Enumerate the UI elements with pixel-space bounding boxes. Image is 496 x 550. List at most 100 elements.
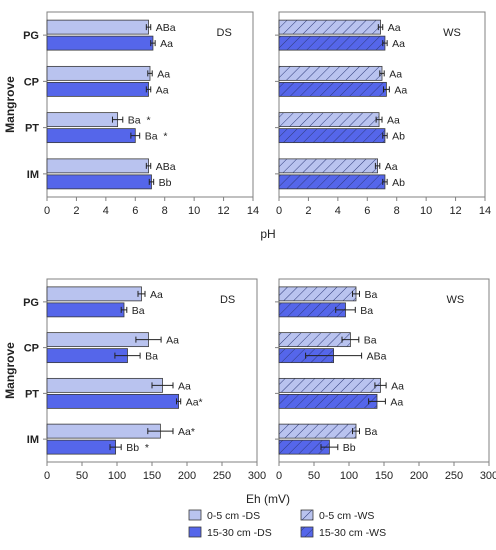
bar-pg-shallow [46, 19, 149, 35]
legend-label: 0-5 cm -WS [319, 510, 374, 522]
significance-label: Ba [360, 305, 373, 317]
category-label: PT [25, 123, 39, 135]
bar-cp-shallow [46, 65, 151, 81]
significance-label: Aa [391, 380, 404, 392]
bar-pg-deep [46, 302, 125, 318]
x-tick-label: 14 [479, 205, 491, 217]
significance-label: Aa [389, 68, 402, 80]
x-tick-label: 300 [480, 470, 496, 482]
category-label: PT [25, 388, 39, 400]
bar-pt-shallow [278, 112, 380, 128]
x-tick-label: 12 [449, 205, 461, 217]
legend-swatch [188, 509, 202, 521]
significance-label: Ba [365, 289, 378, 301]
significance-label: Aa [157, 68, 170, 80]
significance-label: Ab [392, 131, 405, 143]
x-tick-label: 6 [132, 205, 138, 217]
x-tick-label: 10 [188, 205, 200, 217]
x-tick-label: 0 [44, 205, 50, 217]
x-tick-label: 100 [108, 470, 126, 482]
x-tick-label: 4 [335, 205, 341, 217]
x-tick-label: 14 [247, 205, 259, 217]
significance-label: Aa [385, 161, 398, 173]
x-tick-label: 0 [276, 470, 282, 482]
significance-label: ABa [156, 161, 176, 173]
x-tick-label: 50 [76, 470, 88, 482]
panel-3-ds: 0 50 100 150 200 250 300 DS PG Aa Ba CP Aa Ba PT Aa Aa* I… [23, 278, 266, 482]
significance-label: Ba [364, 335, 377, 347]
significance-label: Aa [394, 84, 407, 96]
x-tick-label: 250 [445, 470, 463, 482]
x-tick-label: 150 [375, 470, 393, 482]
bar-cp-shallow [46, 332, 149, 348]
significance-label: Aa [390, 396, 403, 408]
category-label: IM [27, 169, 39, 181]
legend-label: 15-30 cm -WS [319, 527, 386, 539]
bar-pg-deep [278, 35, 386, 51]
x-tick-label: 10 [420, 205, 432, 217]
plot-frame [278, 11, 486, 198]
significance-label: Ba [132, 305, 145, 317]
x-axis-title-eh: Eh (mV) [246, 492, 290, 506]
significance-label: Aa [392, 38, 405, 50]
x-tick-label: 6 [364, 205, 370, 217]
bar-im-deep [278, 174, 386, 190]
significance-label: Bb [343, 442, 356, 454]
bar-im-shallow [278, 423, 357, 439]
significance-label: Ab [392, 177, 405, 189]
bar-cp-deep [278, 81, 387, 97]
bar-pt-deep [46, 128, 136, 144]
bar-pt-shallow [46, 377, 163, 393]
significance-label: Aa [388, 22, 401, 34]
bar-pg-shallow [46, 286, 142, 302]
x-tick-label: 12 [217, 205, 229, 217]
bar-pt-deep [46, 393, 180, 409]
x-tick-label: 8 [394, 205, 400, 217]
x-tick-label: 300 [248, 470, 266, 482]
x-tick-label: 8 [162, 205, 168, 217]
bar-cp-shallow [278, 65, 383, 81]
legend-swatch [300, 526, 314, 538]
category-label: PG [23, 30, 39, 42]
bar-pg-shallow [278, 286, 357, 302]
x-tick-label: 200 [178, 470, 196, 482]
bar-im-shallow [278, 158, 378, 174]
panel-2-ws: 0 2 4 6 8 10 12 14 WS Aa Aa Aa Aa Aa Ab Aa Ab [275, 11, 491, 217]
significance-label: ABa [156, 22, 176, 34]
panel-label: DS [220, 294, 235, 306]
x-tick-label: 0 [276, 205, 282, 217]
significance-label: Aa [178, 380, 191, 392]
x-tick-label: 0 [44, 470, 50, 482]
x-tick-label: 50 [308, 470, 320, 482]
bar-pt-deep [278, 393, 378, 409]
x-tick-label: 150 [143, 470, 161, 482]
legend-swatch [300, 509, 314, 521]
x-tick-label: 200 [410, 470, 428, 482]
x-axis-title-ph: pH [260, 227, 275, 241]
significance-label: Bb * [126, 442, 149, 454]
panel-label: WS [443, 27, 461, 39]
significance-label: Ba * [128, 115, 151, 127]
legend-label: 0-5 cm -DS [207, 510, 260, 522]
bar-pg-deep [46, 35, 154, 51]
category-label: CP [24, 343, 39, 355]
y-axis-title: Mangrove [3, 76, 17, 133]
significance-label: Aa [156, 84, 169, 96]
significance-label: Aa [150, 289, 163, 301]
bar-pt-deep [278, 128, 386, 144]
bar-pt-shallow [278, 377, 381, 393]
significance-label: Aa* [186, 396, 203, 408]
significance-label: Aa [166, 335, 179, 347]
significance-label: Aa [160, 38, 173, 50]
x-tick-label: 100 [340, 470, 358, 482]
x-tick-label: 250 [213, 470, 231, 482]
bar-cp-deep [46, 81, 149, 97]
bar-im-deep [46, 439, 116, 455]
bar-pg-shallow [278, 19, 381, 35]
bar-pt-shallow [46, 112, 119, 128]
plot-frame [46, 11, 254, 198]
bar-im-shallow [46, 158, 149, 174]
legend-label: 15-30 cm -DS [207, 527, 272, 539]
bar-cp-shallow [278, 332, 351, 348]
legend-swatch [188, 526, 202, 538]
